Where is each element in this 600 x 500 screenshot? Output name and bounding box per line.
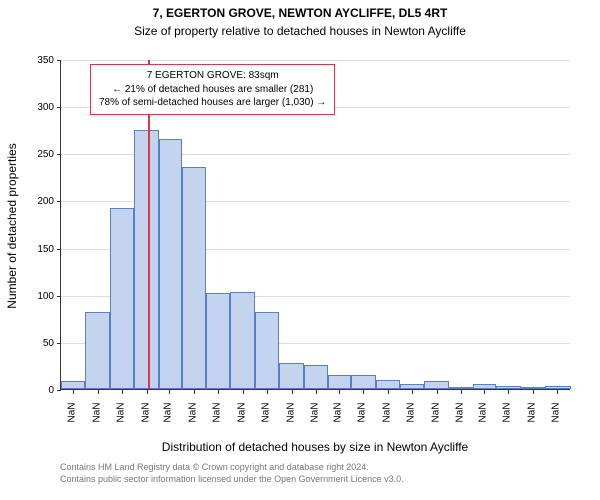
x-tick-label: NaN — [91, 403, 102, 453]
x-tick — [243, 390, 244, 394]
y-tick — [57, 390, 61, 391]
histogram-bar — [182, 167, 206, 389]
histogram-bar — [85, 312, 109, 389]
histogram-bar — [206, 293, 230, 389]
info-box-line3: 78% of semi-detached houses are larger (… — [99, 96, 326, 110]
histogram-bar — [400, 384, 424, 389]
x-tick-label: NaN — [406, 403, 417, 453]
x-tick-label: NaN — [551, 403, 562, 453]
x-tick — [292, 390, 293, 394]
x-tick-label: NaN — [67, 403, 78, 453]
y-tick-label: 350 — [14, 55, 54, 66]
x-tick — [533, 390, 534, 394]
x-tick-label: NaN — [261, 403, 272, 453]
x-tick — [339, 390, 340, 394]
histogram-bar — [449, 387, 473, 389]
chart-title-sub: Size of property relative to detached ho… — [0, 24, 600, 38]
y-tick-label: 50 — [14, 338, 54, 349]
x-tick — [122, 390, 123, 394]
info-box: 7 EGERTON GROVE: 83sqm ← 21% of detached… — [90, 64, 335, 115]
histogram-bar — [255, 312, 279, 389]
x-tick-label: NaN — [212, 403, 223, 453]
x-tick-label: NaN — [455, 403, 466, 453]
x-tick — [484, 390, 485, 394]
x-tick — [218, 390, 219, 394]
x-tick-label: NaN — [285, 403, 296, 453]
y-tick-label: 200 — [14, 196, 54, 207]
footer-line2: Contains public sector information licen… — [60, 474, 404, 486]
y-tick — [57, 107, 61, 108]
histogram-bar — [351, 375, 375, 389]
x-tick-label: NaN — [430, 403, 441, 453]
y-tick — [57, 201, 61, 202]
x-tick — [508, 390, 509, 394]
y-tick-label: 250 — [14, 149, 54, 160]
histogram-bar — [159, 139, 182, 389]
info-box-line2: ← 21% of detached houses are smaller (28… — [99, 83, 326, 97]
y-tick — [57, 249, 61, 250]
chart-title-main: 7, EGERTON GROVE, NEWTON AYCLIFFE, DL5 4… — [0, 6, 600, 20]
x-tick-label: NaN — [477, 403, 488, 453]
histogram-bar — [473, 384, 496, 389]
x-tick — [73, 390, 74, 394]
x-tick — [412, 390, 413, 394]
histogram-bar — [110, 208, 134, 389]
y-tick — [57, 60, 61, 61]
histogram-bar — [376, 380, 400, 389]
histogram-bar — [545, 386, 571, 389]
x-tick — [169, 390, 170, 394]
x-tick-label: NaN — [526, 403, 537, 453]
histogram-bar — [279, 363, 303, 389]
x-tick — [316, 390, 317, 394]
x-tick-label: NaN — [187, 403, 198, 453]
histogram-bar — [230, 292, 254, 389]
x-tick — [147, 390, 148, 394]
x-tick — [363, 390, 364, 394]
footer-attribution: Contains HM Land Registry data © Crown c… — [60, 462, 404, 485]
y-tick — [57, 154, 61, 155]
x-tick — [557, 390, 558, 394]
info-box-line1: 7 EGERTON GROVE: 83sqm — [99, 69, 326, 83]
x-tick — [437, 390, 438, 394]
histogram-bar — [521, 387, 545, 389]
x-tick-label: NaN — [332, 403, 343, 453]
x-tick-label: NaN — [236, 403, 247, 453]
y-tick-label: 0 — [14, 385, 54, 396]
y-tick-label: 100 — [14, 291, 54, 302]
grid-line — [61, 60, 570, 61]
y-tick — [57, 343, 61, 344]
x-tick-label: NaN — [502, 403, 513, 453]
x-tick — [194, 390, 195, 394]
x-tick — [461, 390, 462, 394]
x-tick-label: NaN — [381, 403, 392, 453]
histogram-bar — [61, 381, 85, 389]
histogram-bar — [328, 375, 351, 389]
x-tick — [388, 390, 389, 394]
x-tick-label: NaN — [163, 403, 174, 453]
x-tick — [267, 390, 268, 394]
x-tick-label: NaN — [140, 403, 151, 453]
x-tick — [98, 390, 99, 394]
x-tick-label: NaN — [310, 403, 321, 453]
histogram-bar — [304, 365, 328, 389]
y-tick — [57, 296, 61, 297]
y-tick-label: 150 — [14, 244, 54, 255]
histogram-bar — [496, 386, 520, 389]
histogram-bar — [134, 130, 158, 389]
histogram-bar — [424, 381, 448, 389]
x-tick-label: NaN — [357, 403, 368, 453]
footer-line1: Contains HM Land Registry data © Crown c… — [60, 462, 404, 474]
x-tick-label: NaN — [116, 403, 127, 453]
y-tick-label: 300 — [14, 102, 54, 113]
